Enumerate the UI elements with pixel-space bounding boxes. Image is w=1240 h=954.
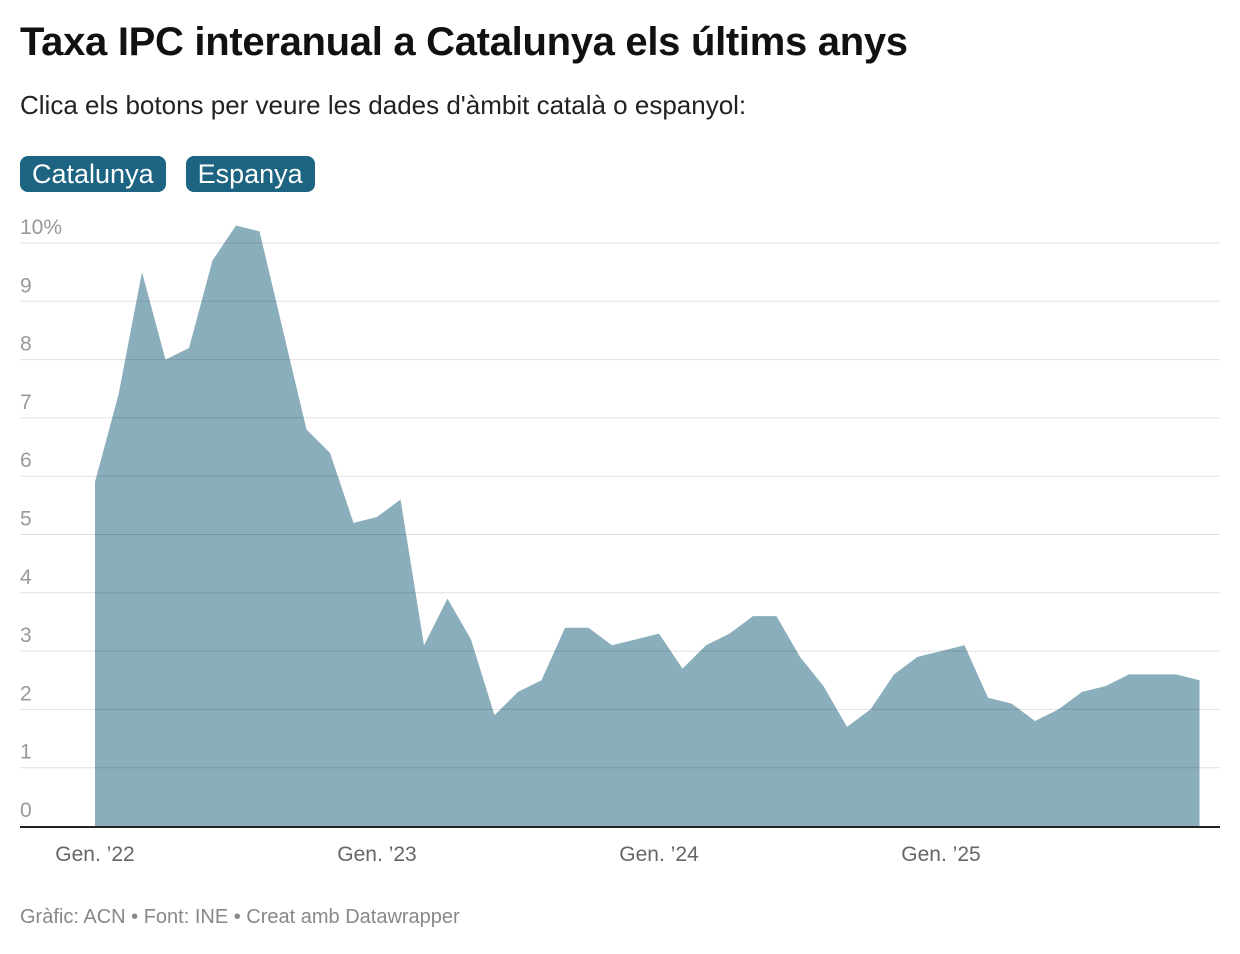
y-tick-label: 7 [20, 391, 32, 414]
x-tick-label: Gen. ’25 [901, 843, 980, 866]
catalunya-button[interactable]: Catalunya [20, 156, 166, 192]
area-series [95, 225, 1200, 826]
y-tick-label: 5 [20, 508, 32, 531]
chart-subtitle: Clica els botons per veure les dades d'à… [20, 90, 747, 120]
y-tick-label: 2 [20, 682, 32, 705]
y-tick-label: 6 [20, 449, 32, 472]
y-tick-label: 4 [20, 566, 32, 589]
y-tick-label: 0 [20, 799, 32, 822]
x-tick-label: Gen. ’24 [619, 843, 699, 866]
y-tick-label: 9 [20, 274, 32, 297]
espanya-button[interactable]: Espanya [185, 156, 315, 192]
y-tick-label: 10% [20, 216, 62, 239]
chart-title: Taxa IPC interanual a Catalunya els últi… [20, 20, 908, 64]
x-tick-label: Gen. ’22 [55, 843, 134, 866]
y-tick-label: 3 [20, 624, 32, 647]
chart-footer: Gràfic: ACN • Font: INE • Creat amb Data… [20, 906, 460, 928]
region-toggle: Catalunya Espanya [20, 156, 315, 192]
y-tick-label: 1 [20, 741, 32, 764]
x-tick-label: Gen. ’23 [337, 843, 416, 866]
y-tick-label: 8 [20, 333, 32, 356]
